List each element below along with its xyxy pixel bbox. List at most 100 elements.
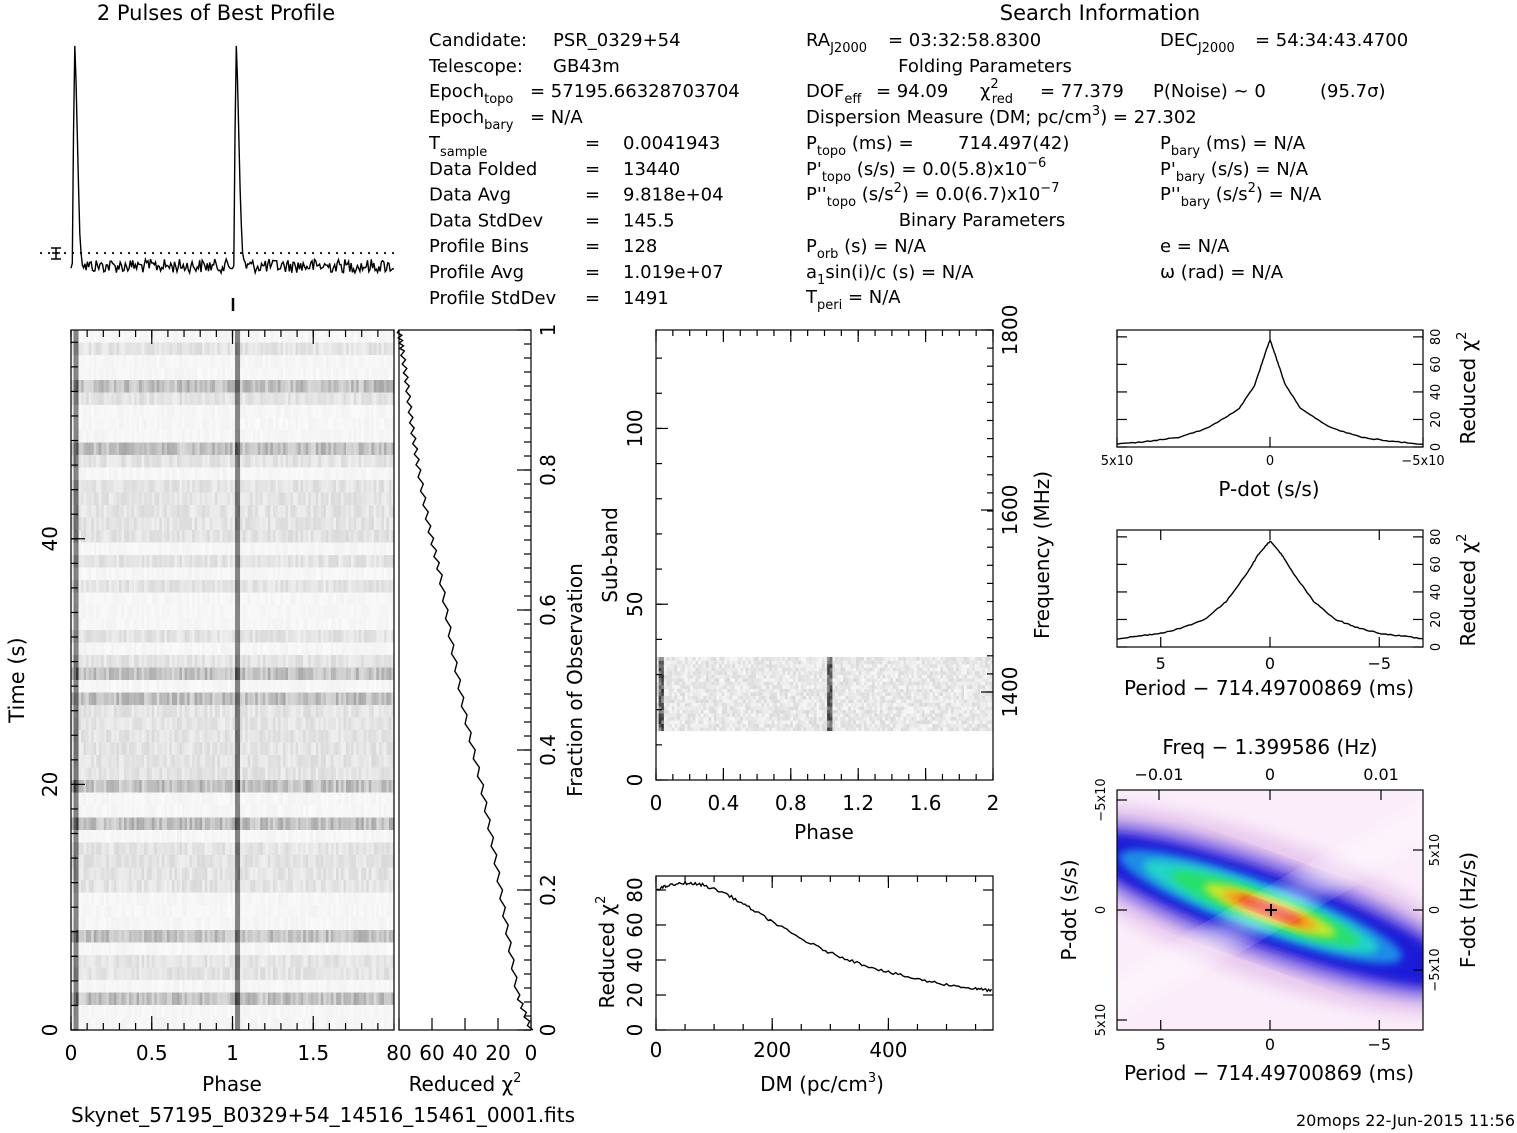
heatmap-cell	[212, 680, 216, 693]
heatmap-cell	[262, 730, 266, 743]
heatmap-cell	[103, 542, 107, 556]
heatmap-cell	[257, 430, 261, 443]
heatmap-cell	[149, 417, 153, 431]
heatmap-cell	[116, 367, 120, 381]
heatmap-cell	[71, 505, 74, 518]
heatmap-cell	[179, 630, 183, 643]
heatmap-cell	[361, 792, 365, 806]
heatmap-cell	[320, 530, 324, 543]
heatmap-cell	[288, 642, 291, 656]
heatmap-cell	[108, 680, 112, 693]
heatmap-cell	[192, 330, 195, 343]
heatmap-cell	[250, 567, 253, 581]
heatmap-cell	[381, 442, 385, 456]
heatmap-cell	[71, 430, 74, 443]
heatmap-cell	[252, 467, 256, 481]
heatmap-cell	[277, 705, 281, 718]
heatmap-cell	[154, 542, 158, 556]
heatmap-cell	[232, 542, 236, 556]
heatmap-cell	[108, 705, 112, 718]
heatmap-cell	[174, 455, 178, 468]
heatmap-cell	[151, 767, 155, 781]
heatmap-cell	[199, 342, 203, 356]
heatmap-cell	[295, 392, 299, 406]
heatmap-cell	[252, 792, 256, 806]
heatmap-cell	[346, 442, 349, 456]
heatmap-cell	[129, 755, 132, 768]
heatmap-cell	[192, 530, 195, 543]
heatmap-cell	[73, 342, 77, 356]
heatmap-cell	[295, 380, 299, 393]
heatmap-cell	[338, 680, 342, 693]
heatmap-cell	[204, 392, 208, 406]
heatmap-cell	[224, 767, 228, 781]
heatmap-cell	[383, 667, 387, 681]
heatmap-cell	[93, 567, 97, 581]
heatmap-cell	[295, 605, 299, 618]
heatmap-cell	[323, 755, 327, 768]
heatmap-cell	[93, 680, 97, 693]
heatmap-cell	[111, 442, 115, 456]
heatmap-cell	[313, 742, 317, 756]
heatmap-cell	[288, 667, 291, 681]
heatmap-cell	[383, 592, 387, 606]
epoch-topo-value: = 57195.66328703704	[530, 81, 740, 102]
heatmap-cell	[202, 442, 206, 456]
heatmap-cell	[285, 567, 289, 581]
heatmap-cell	[351, 367, 354, 381]
heatmap-cell	[371, 567, 375, 581]
heatmap-cell	[358, 655, 362, 668]
heatmap-cell	[293, 592, 296, 606]
heatmap-cell	[247, 367, 251, 381]
heatmap-cell	[129, 342, 132, 356]
heatmap-cell	[169, 805, 173, 818]
heatmap-cell	[318, 630, 322, 643]
heatmap-cell	[71, 667, 74, 681]
heatmap-cell	[98, 367, 102, 381]
heatmap-cell	[169, 580, 173, 593]
heatmap-cell	[134, 780, 137, 793]
heatmap-cell	[323, 467, 327, 481]
heatmap-cell	[237, 780, 241, 793]
heatmap-cell	[151, 805, 155, 818]
heatmap-cell	[330, 667, 334, 681]
heatmap-cell	[174, 417, 178, 431]
heatmap-cell	[209, 492, 213, 506]
heatmap-cell	[363, 605, 367, 618]
heatmap-cell	[154, 692, 158, 706]
heatmap-cell	[285, 442, 289, 456]
heatmap-cell	[174, 567, 178, 581]
heatmap-cell	[108, 805, 112, 818]
heatmap-cell	[338, 492, 342, 506]
heatmap-cell	[290, 655, 294, 668]
heatmap-cell	[204, 417, 208, 431]
heatmap-cell	[366, 755, 370, 768]
heatmap-cell	[219, 742, 223, 756]
heatmap-cell	[240, 530, 243, 543]
heatmap-cell	[134, 742, 137, 756]
heatmap-cell	[325, 380, 329, 393]
heatmap-cell	[318, 455, 322, 468]
heatmap-cell	[169, 655, 173, 668]
heatmap-cell	[96, 555, 100, 568]
heatmap-cell	[224, 492, 228, 506]
heatmap-cell	[348, 630, 352, 643]
heatmap-cell	[341, 755, 344, 768]
heatmap-cell	[93, 430, 97, 443]
heatmap-cell	[123, 617, 127, 631]
heatmap-cell	[204, 580, 208, 593]
heatmap-cell	[141, 542, 145, 556]
heatmap-cell	[361, 717, 365, 731]
heatmap-cell	[108, 742, 112, 756]
heatmap-cell	[310, 542, 314, 556]
heatmap-cell	[315, 380, 319, 393]
heatmap-cell	[325, 467, 329, 481]
heatmap-cell	[108, 542, 112, 556]
heatmap-cell	[293, 692, 296, 706]
heatmap-cell	[275, 742, 279, 756]
heatmap-cell	[91, 442, 95, 456]
heatmap-cell	[209, 355, 213, 368]
heatmap-cell	[93, 767, 97, 781]
heatmap-cell	[156, 442, 160, 456]
